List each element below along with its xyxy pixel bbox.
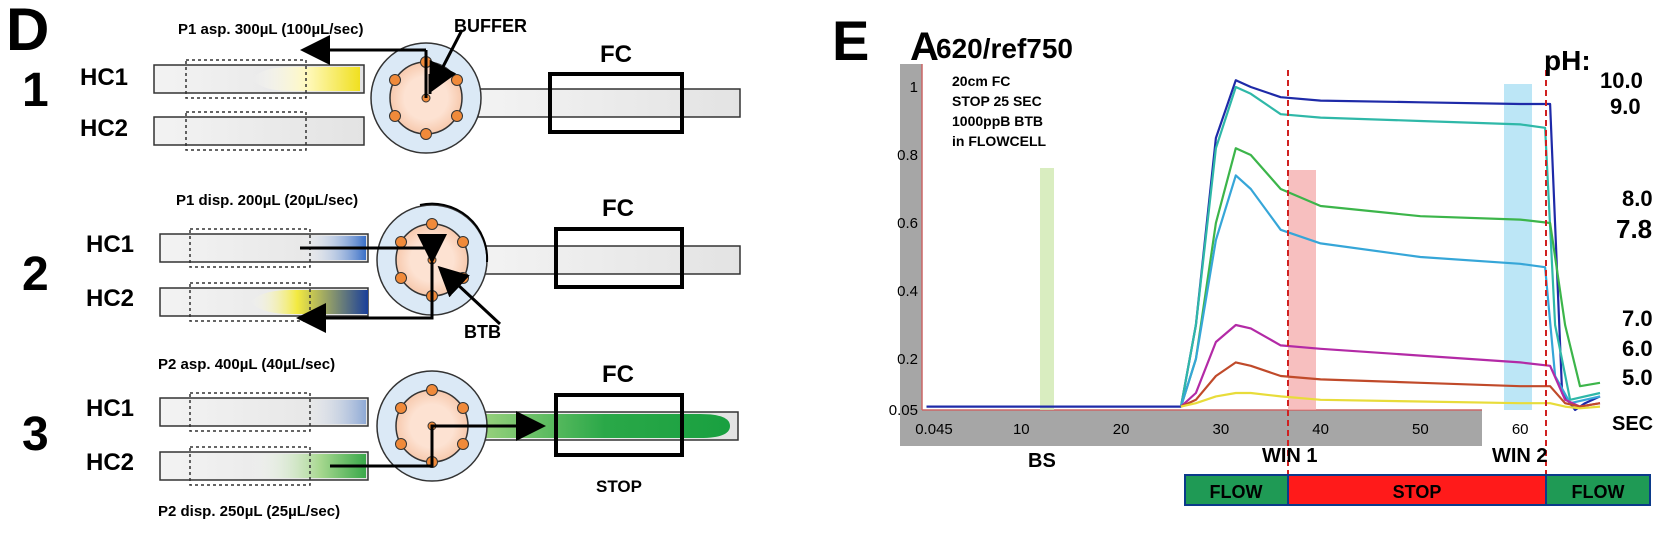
y-tick-label: 0.05 [889,402,918,419]
hc1-label: HC1 [80,64,128,91]
aspirate-arrow-2 [296,262,434,333]
stop-label: STOP [596,477,642,496]
series-line-ph-8-0 [1179,147,1601,407]
ph-10: 10.0 [1600,68,1643,93]
phase-stop-label: STOP [1393,482,1442,502]
hc1-dotted-box-3 [189,392,311,432]
outlet-tube [477,88,741,118]
x-tick-label: 30 [1213,421,1230,438]
hc2-label: HC2 [80,115,128,142]
step-1: 1 HC1 HC2 P1 asp. 300µL (100µL/sec) BUFF… [22,16,741,154]
step-3-number: 3 [22,408,49,461]
buffer-label: BUFFER [454,16,527,36]
step-3-caption: P2 disp. 250µL (25µL/sec) [158,503,340,520]
step-2-number: 2 [22,248,49,301]
phase-flow-2-label: FLOW [1572,482,1625,502]
x-tick-label: 60 [1512,421,1529,438]
hc2-dotted-box [185,111,307,151]
hc2-dotted-box-3 [189,446,311,486]
fc-label-3: FC [602,361,634,388]
dispense-arrow-3 [330,411,546,468]
btb-label: BTB [464,322,501,342]
series-line-ph-6-0 [1180,361,1601,408]
series-layer [926,79,1601,412]
hc1-label-3: HC1 [86,395,134,422]
panel-d-letter: D [6,0,49,63]
phase-flow-2 [1545,474,1651,506]
phase-flow-1-label: FLOW [1210,482,1263,502]
ph-header: pH: [1544,45,1591,76]
flow-cell [548,72,684,134]
ph-5: 5.0 [1622,365,1653,390]
step-2: 2 HC1 HC2 P1 disp. 200µL (20µL/sec) P2 a… [22,192,741,373]
fc-label-2: FC [602,195,634,222]
x-tick-label: 10 [1013,421,1030,438]
panel-e-letter: E [832,9,869,72]
flow-cell-2 [554,227,684,289]
btb-arrow [437,265,502,326]
hc2-label-2: HC2 [86,285,134,312]
hc2-dotted-box-2 [189,282,311,322]
notes-block: 20cm FC STOP 25 SEC 1000ppB BTB in FLOWC… [952,73,1047,149]
bs-band [1040,168,1054,410]
bs-label: BS [1028,450,1056,472]
ph-8: 8.0 [1622,186,1653,211]
hc1-label-2: HC1 [86,231,134,258]
phase-stop [1287,474,1547,506]
panel-e: E A 620/ref750 0.045 10 20 30 40 50 600.050.20… [832,9,1653,506]
series-line-ph-9-0 [1179,85,1601,407]
hc1-dotted-box [185,59,307,99]
tick-layer: 0.045 10 20 30 40 50 60 0.05 0.2 0.4 0.6 0.8 1 [889,79,1529,438]
panel-d: D 1 HC1 HC2 P1 asp. 300µL (100µL/sec) BU… [6,0,741,520]
note-3: 1000ppB BTB [952,113,1043,129]
win2-label: WIN 2 [1492,445,1548,467]
y-tick-label: 1 [910,79,918,96]
note-1: 20cm FC [952,73,1010,89]
hc2-label-3: HC2 [86,449,134,476]
step-3: 3 HC1 HC2 P2 disp. 250µL (25µL/sec) STOP… [22,361,739,520]
ph-7: 7.0 [1622,306,1653,331]
win1-label: WIN 1 [1262,445,1318,467]
outlet-tube-2 [477,245,741,275]
x-unit-label: SEC [1612,413,1653,435]
phase-bar: FLOW STOP FLOW [1184,474,1651,506]
ph-9: 9.0 [1610,94,1641,119]
y-tick-label: 0.4 [897,283,918,300]
ph-6: 6.0 [1622,336,1653,361]
step-2-caption-top: P1 disp. 200µL (20µL/sec) [176,192,358,209]
series-line-ph-5-0 [1180,391,1601,410]
flow-cell-3 [554,393,684,457]
btb-zone [250,290,368,314]
win2-band [1504,84,1532,410]
step-1-caption: P1 asp. 300µL (100µL/sec) [178,21,363,38]
x-tick-label: 50 [1412,421,1429,438]
y-tick-label: 0.8 [897,147,918,164]
ph-7-8: 7.8 [1616,214,1652,244]
step-1-number: 1 [22,64,49,117]
buffer-arrow [429,29,464,94]
y-tick-label: 0.6 [897,215,918,232]
x-tick-label: 0.045 [915,421,953,438]
x-axis-band [900,410,1482,446]
y-axis-band [900,64,922,410]
hc2-tube [153,116,365,146]
note-4: in FLOWCELL [952,133,1047,149]
chart-title-sub: 620/ref750 [936,33,1073,64]
note-2: STOP 25 SEC [952,93,1042,109]
step-2-caption-bottom: P2 asp. 400µL (40µL/sec) [158,356,335,373]
dispense-arrow [300,234,447,264]
win1-band [1288,170,1316,410]
fc-label: FC [600,41,632,68]
chart-title-main: A [910,25,939,69]
x-tick-label: 40 [1312,421,1329,438]
y-tick-label: 0.2 [897,351,918,368]
series-line-ph-7-0 [1180,323,1601,408]
x-tick-label: 20 [1113,421,1130,438]
